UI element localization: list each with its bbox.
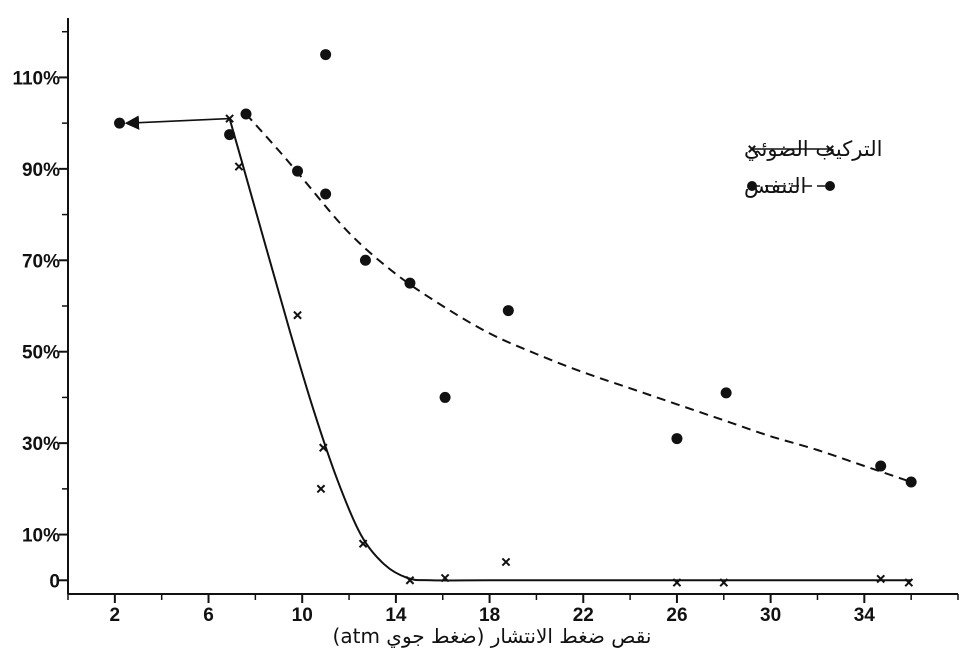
x-stroke [501, 557, 511, 567]
photosynthesis-point [501, 557, 511, 567]
x-stroke [293, 310, 302, 320]
x-tick-label: 18 [479, 605, 500, 626]
x-stroke [440, 573, 450, 583]
x-stroke [225, 114, 234, 123]
x-tick-label: 30 [760, 605, 781, 626]
photosynthesis-point [234, 162, 244, 171]
x-stroke [876, 574, 886, 584]
respiration-point [224, 129, 236, 141]
respiration-point [404, 277, 416, 289]
x-tick-label: 14 [385, 605, 407, 626]
photosynthesis-legend-marker [748, 145, 756, 153]
y-tick-label: 30% [22, 434, 60, 455]
photosynthesis-point [672, 578, 682, 587]
respiration-legend-marker [747, 181, 757, 191]
respiration-point [671, 433, 683, 445]
photosynthesis-point [293, 310, 302, 320]
fit-curves [124, 113, 912, 582]
respiration-point [320, 188, 332, 200]
y-tick-label: 0 [49, 571, 60, 592]
x-tick-label: 2 [110, 605, 121, 626]
legend: التركيب الضوئي التنفس [744, 137, 882, 198]
x-stroke [672, 578, 682, 587]
photosynthesis-point [318, 443, 328, 453]
respiration-point [720, 387, 732, 399]
x-stroke [318, 443, 328, 453]
x-stroke [234, 162, 244, 171]
photosynthesis-point [358, 539, 368, 549]
y-tick-label: 10% [22, 526, 60, 547]
x-axis-label: نقص ضغط الانتشار (ضغط جوي atm) [333, 624, 652, 649]
data-points [114, 49, 917, 587]
x-tick-label: 26 [666, 605, 687, 626]
photosynthesis-point [440, 573, 450, 583]
photosynthesis-point [719, 578, 729, 587]
x-stroke [358, 539, 368, 549]
photosynthesis-point [316, 484, 326, 494]
x-stroke [405, 575, 415, 585]
x-stroke [719, 578, 729, 587]
x-tick-label: 6 [203, 605, 214, 626]
respiration-point [502, 305, 514, 317]
respiration-point [439, 391, 451, 403]
photosynthesis-point [405, 575, 415, 585]
photosynthesis-point [225, 114, 234, 123]
respiration-point [359, 254, 371, 266]
respiration-point [240, 108, 252, 120]
y-tick-label: 90% [22, 160, 60, 181]
photosynthesis-legend-marker [826, 145, 834, 153]
respiration-legend-label: التنفس [744, 174, 806, 198]
x-tick-label: 34 [854, 605, 876, 626]
photosynthesis-point [876, 574, 886, 584]
photosynthesis-legend-label: التركيب الضوئي [744, 137, 882, 161]
x-tick-label: 10 [292, 605, 313, 626]
respiration-fit-curve [245, 113, 912, 483]
y-tick-label: 50% [22, 343, 60, 364]
x-stroke [748, 145, 756, 153]
y-tick-label: 110% [12, 68, 60, 89]
x-stroke [826, 145, 834, 153]
photosynthesis-extension-arrow [124, 115, 230, 130]
x-stroke [316, 484, 326, 494]
respiration-point [292, 165, 304, 177]
respiration-legend-marker [825, 181, 835, 191]
x-tick-label: 22 [573, 605, 594, 626]
respiration-point [875, 460, 887, 472]
x-stroke [904, 578, 914, 587]
photosynthesis-point [904, 578, 914, 587]
respiration-point [114, 117, 126, 129]
respiration-point [320, 49, 332, 61]
y-tick-label: 70% [22, 251, 60, 272]
respiration-point [905, 476, 917, 488]
photosynthesis-fit-curve [228, 118, 912, 582]
